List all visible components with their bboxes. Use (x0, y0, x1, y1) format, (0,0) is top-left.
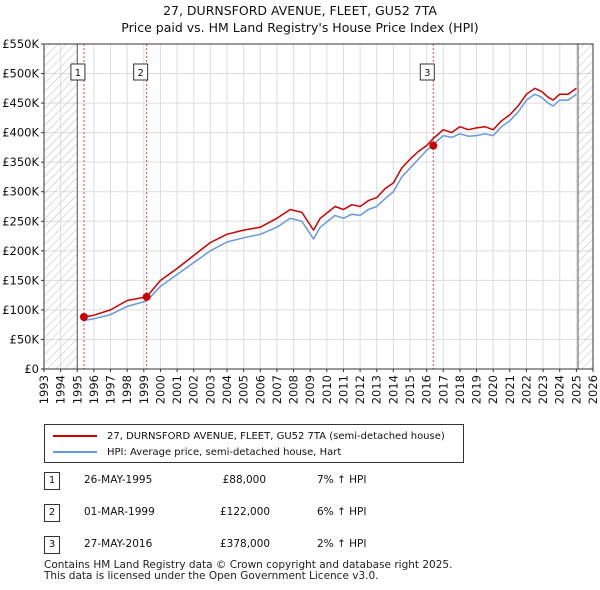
legend-label-hpi: HPI: Average price, semi-detached house,… (107, 446, 342, 458)
sale-point (429, 141, 438, 150)
x-tick-label: 2011 (336, 375, 350, 404)
x-tick-label: 2006 (253, 375, 267, 404)
x-tick-label: 1998 (120, 375, 134, 404)
sale-point (79, 313, 88, 321)
sale-price: £378,000 (220, 538, 271, 550)
sale-number-badge: 3 (44, 536, 60, 554)
x-tick-label: 1997 (104, 375, 118, 404)
y-tick-label: £300K (2, 185, 39, 199)
x-tick-label: 2013 (370, 375, 384, 404)
x-tick-label: 2004 (220, 375, 234, 404)
x-tick-label: 2007 (270, 375, 284, 404)
sale-label-box (70, 63, 86, 81)
footer-line-1: Contains HM Land Registry data © Crown c… (44, 559, 453, 571)
x-tick-label: 2000 (153, 375, 167, 404)
plot-frame (43, 43, 594, 370)
sale-label-number: 2 (137, 68, 143, 79)
y-tick-label: £550K (2, 37, 39, 51)
sale-row: 3 27-MAY-2016 £378,000 2% ↑ HPI (44, 536, 384, 556)
legend-item-price: 27, DURNSFORD AVENUE, FLEET, GU52 7TA (s… (53, 429, 445, 443)
y-tick-label: £450K (2, 96, 39, 110)
x-tick-label: 2001 (170, 375, 184, 404)
y-tick-label: £50K (10, 332, 40, 346)
y-tick-label: £100K (2, 303, 39, 317)
sale-hpi-diff: 6% ↑ HPI (317, 506, 367, 518)
sale-label-box (133, 63, 149, 81)
x-tick-label: 2016 (420, 375, 434, 404)
hpi-line (83, 93, 577, 322)
x-tick-label: 1999 (137, 375, 151, 404)
x-tick-label: 2014 (386, 375, 400, 404)
chart-subtitle: Price paid vs. HM Land Registry's House … (121, 20, 479, 35)
x-tick-label: 2019 (470, 375, 484, 404)
footer-attribution: Contains HM Land Registry data © Crown c… (44, 560, 452, 582)
y-tick-label: £150K (2, 273, 39, 287)
x-tick-label: 2003 (203, 375, 217, 404)
price-paid-line (83, 87, 577, 318)
x-tick-label: 2025 (569, 375, 583, 404)
sale-number-badge: 2 (44, 504, 60, 522)
sale-price: £122,000 (220, 506, 271, 518)
footer-line-2: This data is licensed under the Open Gov… (44, 570, 379, 582)
sale-row: 1 26-MAY-1995 £88,000 7% ↑ HPI (44, 472, 384, 492)
sale-label-number: 3 (424, 68, 430, 79)
price-chart: 1 2 3 £0 £50K £100K £150K £200K £250K £300K £350K… (2, 37, 600, 404)
x-tick-label: 2021 (503, 375, 517, 404)
sale-point (142, 292, 151, 301)
x-tick-label: 1995 (70, 375, 84, 404)
legend: 27, DURNSFORD AVENUE, FLEET, GU52 7TA (s… (44, 424, 464, 463)
legend-item-hpi: HPI: Average price, semi-detached house,… (53, 445, 341, 459)
sale-row: 2 01-MAR-1999 £122,000 6% ↑ HPI (44, 504, 384, 524)
y-tick-label: £0 (24, 362, 39, 376)
no-data-hatch (578, 44, 593, 369)
x-tick-label: 2026 (586, 375, 600, 404)
x-tick-label: 1996 (87, 375, 101, 404)
sale-number-badge: 1 (44, 472, 60, 490)
y-tick-label: £250K (2, 214, 39, 228)
legend-label-price: 27, DURNSFORD AVENUE, FLEET, GU52 7TA (s… (107, 430, 445, 442)
x-tick-label: 2008 (287, 375, 301, 404)
sale-price: £88,000 (222, 474, 266, 486)
x-tick-label: 2002 (187, 375, 201, 404)
x-tick-label: 2023 (536, 375, 550, 404)
no-data-hatch (44, 44, 78, 369)
x-tick-label: 2022 (519, 375, 533, 404)
y-tick-label: £500K (2, 67, 39, 81)
x-tick-label: 2017 (436, 375, 450, 404)
x-tick-label: 2010 (320, 375, 334, 404)
sale-hpi-diff: 2% ↑ HPI (317, 538, 367, 550)
x-tick-label: 2009 (303, 375, 317, 404)
x-tick-label: 1993 (37, 375, 51, 404)
sale-date: 27-MAY-2016 (84, 538, 153, 550)
legend-swatch-hpi (53, 451, 97, 453)
x-tick-label: 2015 (403, 375, 417, 404)
x-tick-label: 2024 (553, 375, 567, 404)
y-tick-label: £400K (2, 126, 39, 140)
legend-swatch-price (53, 435, 97, 437)
y-tick-label: £200K (2, 244, 39, 258)
x-tick-label: 2020 (486, 375, 500, 404)
y-tick-label: £350K (2, 155, 39, 169)
sale-hpi-diff: 7% ↑ HPI (317, 474, 367, 486)
x-tick-label: 2012 (353, 375, 367, 404)
x-tick-label: 2005 (237, 375, 251, 404)
chart-title: 27, DURNSFORD AVENUE, FLEET, GU52 7TA (163, 3, 437, 18)
x-tick-label: 1994 (54, 375, 68, 404)
sale-date: 26-MAY-1995 (84, 474, 153, 486)
x-tick-label: 2018 (453, 375, 467, 404)
sale-date: 01-MAR-1999 (84, 506, 155, 518)
sale-label-box (419, 63, 435, 81)
sale-label-number: 1 (75, 68, 81, 79)
